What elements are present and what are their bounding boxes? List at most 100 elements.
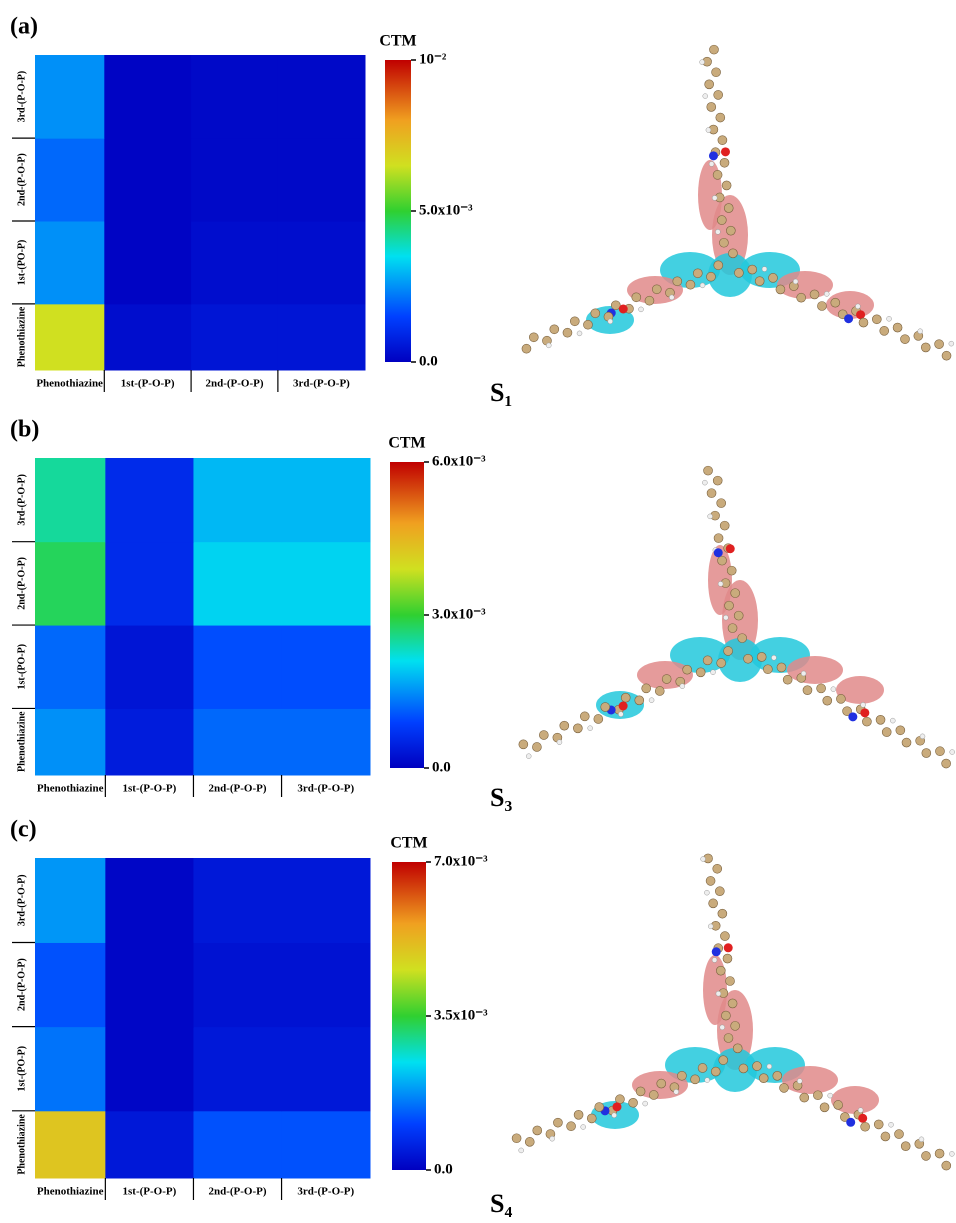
atom <box>702 479 708 486</box>
atom <box>856 310 866 320</box>
y-tick-label: 2nd-(P-O-P) <box>16 557 27 610</box>
y-tick-label: 1st-(PO-P) <box>16 240 27 286</box>
atom <box>763 664 773 675</box>
atom <box>873 1119 884 1130</box>
orbital-lobe <box>787 656 843 684</box>
heatmap-cell <box>193 1110 283 1179</box>
atom <box>705 127 712 133</box>
heatmap-cell <box>193 858 283 943</box>
atom <box>641 683 651 694</box>
heatmap-cell <box>35 1110 106 1179</box>
atom <box>706 488 717 498</box>
colorbar-title: CTM <box>388 435 425 452</box>
heatmap-cell <box>104 221 192 305</box>
atom <box>600 702 611 712</box>
y-tick-label: 3rd-(P-O-P) <box>16 474 27 526</box>
atom <box>612 1102 622 1112</box>
atom <box>888 1121 894 1128</box>
atom <box>862 716 872 727</box>
atom <box>725 544 735 554</box>
atom <box>800 670 807 677</box>
atom <box>648 1090 659 1100</box>
atom <box>802 685 813 696</box>
atom <box>706 102 717 112</box>
atom <box>920 342 931 353</box>
atom <box>710 669 716 675</box>
atom <box>715 886 725 897</box>
heatmap-cell <box>277 303 366 371</box>
atom <box>730 588 741 598</box>
atom <box>949 1151 955 1157</box>
atom <box>713 90 723 100</box>
heatmap-cell <box>35 458 106 543</box>
atom <box>723 943 733 953</box>
atom <box>661 674 672 684</box>
atom <box>782 674 793 685</box>
colorbar-tick-label: 3.5x10⁻³ <box>434 1007 488 1023</box>
y-tick-label: 3rd-(P-O-P) <box>16 71 27 123</box>
heatmap-cell <box>281 458 371 543</box>
heatmap-cell <box>191 55 279 139</box>
orbital-lobe <box>831 1086 879 1114</box>
atom <box>704 889 710 896</box>
atom <box>917 328 923 334</box>
atom <box>895 725 906 736</box>
atom <box>941 350 952 361</box>
atom <box>827 1092 833 1099</box>
heatmap-cell <box>104 138 192 222</box>
atom <box>708 161 715 167</box>
heatmap-cell <box>105 458 194 543</box>
atom <box>890 717 896 724</box>
atom <box>528 332 539 343</box>
atom <box>723 614 729 621</box>
x-tick-label: 2nd-(P-O-P) <box>208 783 266 795</box>
atom <box>669 294 675 301</box>
atom <box>796 292 806 303</box>
colorbar-title: CTM <box>379 33 416 50</box>
atom <box>846 1117 856 1127</box>
atom <box>934 1148 945 1159</box>
atom <box>772 1071 783 1081</box>
atom <box>723 1033 734 1043</box>
atom <box>707 513 713 520</box>
atom <box>824 291 830 297</box>
heatmap-cell <box>105 708 194 776</box>
x-tick-label: 2nd-(P-O-P) <box>208 1186 266 1198</box>
atom <box>900 1141 911 1151</box>
atom <box>586 1113 597 1124</box>
heatmap-cell <box>105 625 194 709</box>
orbital-lobe <box>670 637 730 673</box>
heatmap-cell <box>105 942 194 1028</box>
panel-label: (b) <box>10 417 39 443</box>
heatmap-cell <box>191 303 279 371</box>
heatmap <box>35 55 366 371</box>
atom <box>539 730 549 740</box>
heatmap-cell <box>193 541 283 626</box>
heatmap-cell <box>105 858 194 943</box>
atom <box>711 67 721 78</box>
atom <box>733 610 744 621</box>
atom <box>518 739 529 750</box>
x-tick-label: Phenothiazine <box>37 783 104 795</box>
atom <box>858 1113 868 1123</box>
atom <box>566 1121 576 1132</box>
y-tick-label: 2nd-(P-O-P) <box>16 958 27 1011</box>
colorbar-tick-label: 0.0 <box>432 759 451 775</box>
atom <box>779 1083 789 1093</box>
heatmap-cell <box>193 708 283 776</box>
molecule <box>521 44 955 361</box>
atom <box>713 260 724 271</box>
atom <box>587 725 593 731</box>
atom <box>727 998 738 1009</box>
atom <box>711 947 721 957</box>
y-tick-label: Phenothiazine <box>16 1114 27 1175</box>
atom <box>590 308 601 319</box>
atom <box>573 723 583 734</box>
atom <box>709 44 719 55</box>
atom <box>836 694 846 704</box>
atom <box>648 697 655 703</box>
atom <box>717 135 728 145</box>
atom <box>833 1100 843 1110</box>
atom <box>712 863 723 874</box>
atom <box>553 1117 563 1128</box>
